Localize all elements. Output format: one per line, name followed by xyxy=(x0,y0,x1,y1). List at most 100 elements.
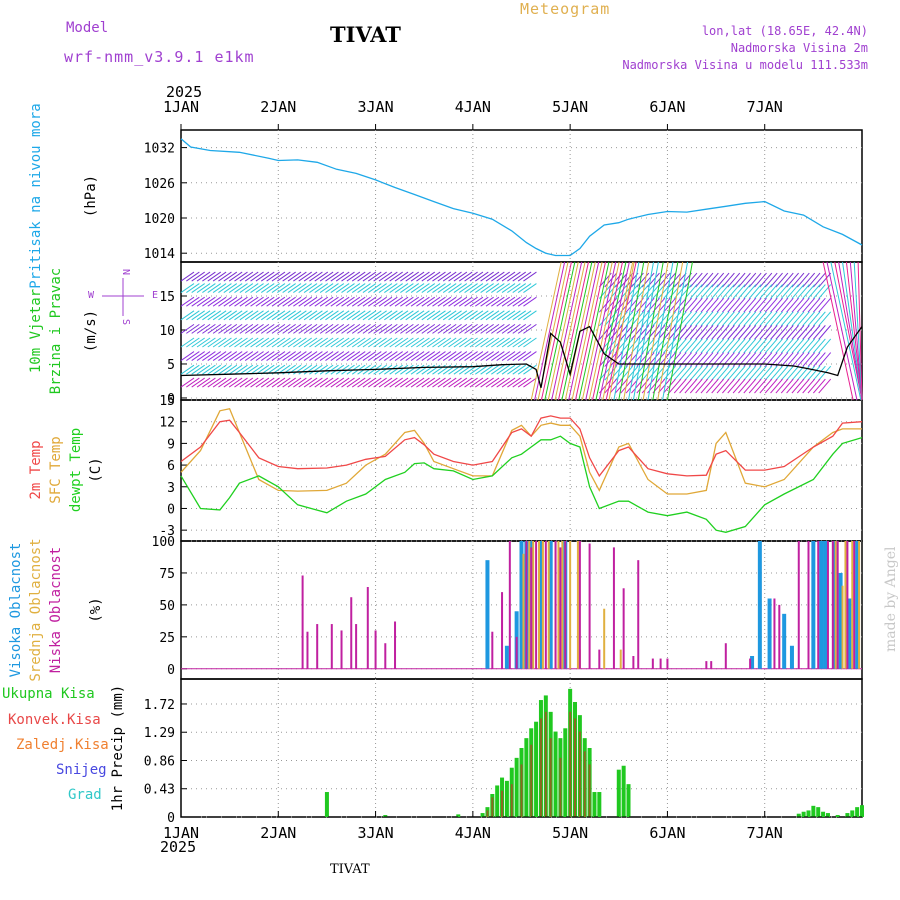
wind-barb xyxy=(501,364,516,375)
wind-barb xyxy=(764,284,778,299)
wind-barb xyxy=(180,323,195,334)
wind-barb xyxy=(496,337,510,348)
wind-barb xyxy=(496,323,510,334)
wind-barb xyxy=(722,272,735,288)
wind-barb xyxy=(335,364,350,375)
wind-barb xyxy=(512,337,527,348)
wind-barb xyxy=(325,310,339,321)
wind-barb xyxy=(475,351,489,361)
wind-barb xyxy=(212,364,227,375)
conv-precip-bar xyxy=(544,711,547,817)
wind-barb xyxy=(700,284,714,299)
wind-barb xyxy=(631,365,644,381)
wind-barb xyxy=(711,311,725,327)
wind-barb xyxy=(314,337,329,348)
top-tick-label: 2JAN xyxy=(260,98,296,116)
wind-barb xyxy=(523,323,537,334)
snow-label: Snijeg xyxy=(56,762,107,778)
wind-barb xyxy=(480,337,494,348)
wind-barb xyxy=(282,337,296,348)
wind-barb xyxy=(303,351,318,361)
wind-barb xyxy=(711,365,725,381)
wind-barb xyxy=(716,338,730,354)
wind-barb xyxy=(764,338,778,354)
wind-barb xyxy=(400,364,414,375)
wind-barb xyxy=(448,296,462,307)
wind-barb xyxy=(426,296,441,307)
wind-barb xyxy=(330,351,345,361)
low-cloud-bar xyxy=(366,587,369,669)
high-cloud-bar xyxy=(855,541,860,669)
station-title: TIVAT xyxy=(330,22,401,47)
wind-barb xyxy=(325,377,339,388)
wind-barb xyxy=(458,283,473,294)
wind-barb xyxy=(620,272,634,288)
wind-barb xyxy=(700,378,714,394)
wind-barb xyxy=(234,337,248,348)
wind-barb xyxy=(309,337,323,348)
wind-barb xyxy=(442,337,457,348)
wind-barb xyxy=(202,351,216,361)
wind-barb xyxy=(287,283,302,294)
low-cloud-bar xyxy=(637,560,640,669)
high-cloud-label: Visoka Oblacnost xyxy=(8,543,24,678)
wind-barb xyxy=(780,365,794,381)
wind-barb xyxy=(561,261,593,401)
y-tick-label: 25 xyxy=(159,631,175,646)
wind-barb xyxy=(727,284,741,299)
total-precip-bar xyxy=(860,805,864,817)
wind-barb xyxy=(282,310,296,321)
wind-barb xyxy=(748,284,762,299)
wind-barb xyxy=(239,323,254,334)
wind-barb xyxy=(191,271,205,282)
wind-barb xyxy=(631,311,644,327)
mid-cloud-bar xyxy=(532,541,535,669)
mid-cloud-bar xyxy=(858,541,861,669)
top-tick-label: 6JAN xyxy=(649,98,685,116)
wind-barb xyxy=(464,271,478,282)
wind-barb xyxy=(705,297,719,313)
wind-barb xyxy=(523,364,537,375)
wind-barb xyxy=(636,272,650,288)
wind-barb xyxy=(609,325,623,340)
wind-barb xyxy=(716,325,730,340)
wind-barb xyxy=(378,323,393,334)
wind-barb xyxy=(287,337,302,348)
wind-barb xyxy=(673,272,687,288)
mid-cloud-bar xyxy=(841,585,844,669)
wind-barb xyxy=(384,337,398,348)
total-precip-bar xyxy=(626,784,631,817)
wind-barb xyxy=(244,296,259,307)
wind-barb xyxy=(641,325,655,340)
wind-barb xyxy=(442,323,457,334)
wind-barb xyxy=(186,364,200,375)
wind-barb xyxy=(218,323,232,334)
wind-barb xyxy=(818,311,832,327)
wind-barb xyxy=(743,378,757,394)
low-cloud-bar xyxy=(384,643,387,669)
wind-barb xyxy=(234,283,248,294)
total-precip-bar xyxy=(850,810,855,817)
wind-barb xyxy=(620,378,634,394)
wind-barb xyxy=(357,377,371,388)
wind-barb xyxy=(507,377,521,388)
low-cloud-bar xyxy=(797,541,800,669)
total-precip-bar xyxy=(811,805,816,817)
wind-barb xyxy=(575,261,606,401)
top-tick-label: 7JAN xyxy=(747,98,783,116)
wind-barb xyxy=(641,297,655,313)
wind-barb xyxy=(775,365,789,381)
wind-barb xyxy=(202,283,216,294)
wind-barb xyxy=(351,323,366,334)
wind-barb xyxy=(416,323,430,334)
total-precip-bar xyxy=(524,738,529,817)
wind-barb xyxy=(351,337,366,348)
wind-barb xyxy=(732,284,746,299)
wind-barb xyxy=(202,271,216,282)
year-top: 2025 xyxy=(166,83,203,101)
low-cloud-bar xyxy=(564,541,567,669)
wind-barb xyxy=(485,310,500,321)
wind-barb xyxy=(496,283,510,294)
wind-barb xyxy=(512,283,527,294)
low-cloud-bar xyxy=(515,636,518,669)
